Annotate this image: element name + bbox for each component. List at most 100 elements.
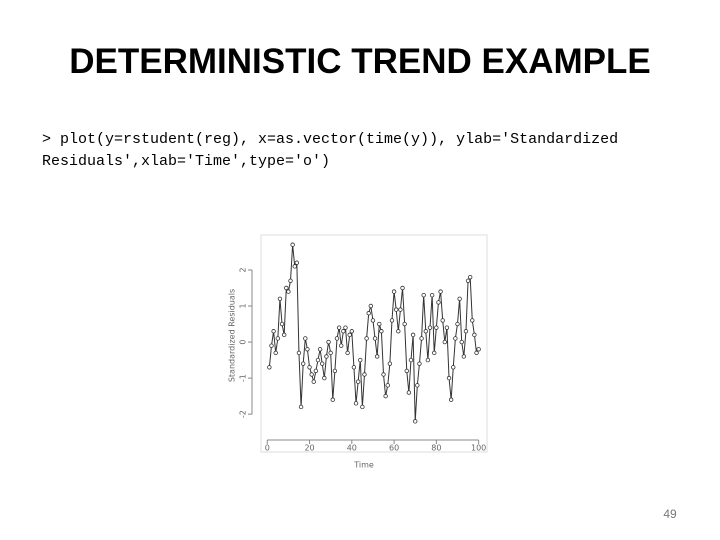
data-point — [413, 419, 418, 424]
code-line: Residuals',xlab='Time',type='o') — [42, 153, 331, 170]
data-point — [463, 329, 469, 334]
data-point — [330, 397, 335, 402]
x-tick-label: 20 — [304, 444, 314, 453]
data-point — [336, 325, 342, 330]
data-point — [408, 357, 414, 363]
data-point — [444, 325, 450, 330]
x-axis-label: Time — [353, 461, 374, 470]
data-point — [279, 321, 285, 327]
data-point — [374, 354, 380, 359]
data-point — [368, 303, 374, 309]
data-point — [311, 379, 316, 384]
data-point — [290, 242, 295, 247]
data-line — [268, 244, 480, 422]
data-point — [309, 372, 314, 377]
data-point — [292, 264, 297, 269]
data-point — [366, 311, 371, 316]
data-point — [436, 300, 441, 305]
data-point — [267, 365, 272, 370]
data-point — [298, 404, 304, 410]
data-point — [417, 361, 422, 366]
data-point — [351, 365, 357, 370]
data-point — [273, 350, 278, 356]
data-point — [400, 285, 405, 291]
data-point — [470, 318, 475, 323]
data-point — [313, 368, 319, 374]
data-point — [358, 357, 363, 363]
x-tick-label: 40 — [347, 444, 357, 453]
data-point — [372, 336, 378, 341]
data-point — [305, 347, 310, 352]
data-point — [393, 307, 399, 312]
data-point — [334, 336, 340, 341]
slide-title: DETERMINISTIC TREND EXAMPLE — [69, 42, 651, 81]
data-point — [476, 347, 481, 352]
data-point — [379, 329, 384, 334]
data-point — [389, 318, 395, 323]
data-point — [347, 332, 352, 338]
data-point — [421, 292, 426, 298]
y-tick-label: -2 — [239, 410, 248, 418]
data-point — [288, 278, 293, 283]
data-point — [271, 329, 276, 334]
data-point — [294, 260, 300, 265]
data-point — [332, 368, 338, 374]
data-point — [322, 375, 327, 381]
data-point — [472, 332, 477, 338]
code-line: > plot(y=rstudent(reg), x=as.vector(time… — [42, 131, 619, 148]
data-point — [448, 397, 454, 402]
data-point — [451, 365, 456, 370]
data-point — [320, 361, 325, 366]
data-point — [423, 329, 428, 334]
x-tick-label: 0 — [265, 444, 270, 453]
data-point — [432, 350, 437, 356]
y-tick-label: 1 — [239, 303, 248, 308]
y-tick-label: 2 — [239, 267, 248, 272]
data-point — [339, 343, 344, 348]
data-point — [315, 357, 321, 363]
data-point — [391, 289, 397, 294]
data-point — [353, 401, 359, 406]
data-point — [362, 372, 367, 377]
data-point — [387, 361, 393, 366]
data-point — [457, 296, 462, 302]
data-point — [402, 321, 407, 327]
data-point — [434, 325, 439, 330]
data-point — [303, 336, 308, 341]
data-point — [281, 332, 287, 338]
data-point — [427, 325, 433, 330]
data-point — [453, 336, 458, 341]
data-point — [370, 318, 376, 323]
data-point — [360, 404, 365, 410]
data-point — [467, 274, 473, 280]
data-point — [345, 350, 350, 356]
data-point — [396, 329, 401, 334]
data-point — [425, 357, 431, 363]
data-point — [446, 375, 452, 381]
data-point — [355, 379, 361, 384]
data-point — [324, 354, 329, 359]
data-point — [385, 383, 390, 388]
x-tick-label: 60 — [389, 444, 399, 453]
y-tick-label: 0 — [239, 340, 248, 345]
data-point — [429, 292, 435, 298]
data-point — [438, 289, 443, 294]
data-point — [343, 325, 348, 330]
x-tick-label: 100 — [471, 444, 486, 453]
data-point — [286, 289, 291, 294]
data-point — [410, 332, 416, 338]
data-point — [284, 285, 289, 291]
data-point — [404, 368, 409, 374]
y-axis-label: Standardized Residuals — [228, 289, 237, 382]
data-point — [307, 365, 312, 370]
data-point — [461, 354, 467, 359]
data-point — [459, 339, 464, 345]
plot-box — [260, 234, 488, 453]
data-point — [328, 350, 333, 356]
data-point — [377, 321, 382, 327]
y-tick-label: -1 — [239, 374, 248, 382]
data-point — [269, 343, 274, 348]
data-point — [300, 361, 306, 366]
